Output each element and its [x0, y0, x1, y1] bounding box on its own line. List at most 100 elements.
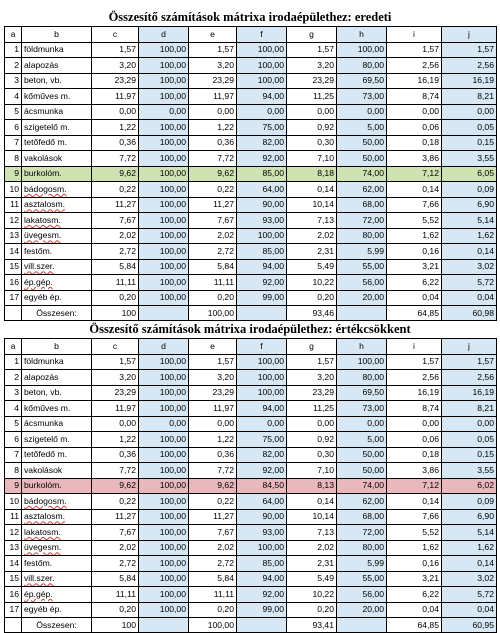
value-cell-g: 2,31 [286, 243, 337, 260]
value-cell-e: 0,22 [188, 181, 237, 198]
value-cell-j: 8,21 [441, 88, 497, 105]
column-header-e: e [188, 26, 237, 43]
value-cell-d: 0,00 [138, 103, 189, 120]
row-index-cell: 17 [4, 289, 22, 306]
table-row: 12 lakatosm. 7,67 100,00 7,67 93,00 7,13 72,00 5… [4, 212, 497, 229]
item-name-cell: alapozás [21, 57, 92, 74]
value-cell-h: 62,00 [336, 493, 387, 510]
value-cell-j: 1,62 [441, 227, 497, 244]
value-cell-d: 100,00 [138, 57, 189, 74]
value-cell-e: 11,97 [188, 88, 237, 105]
item-name-cell: vill.szer. [21, 258, 92, 275]
value-cell-j: 0,15 [441, 134, 497, 151]
value-cell-j: 2,56 [441, 369, 497, 386]
value-cell-g: 0,14 [286, 181, 337, 198]
item-name-cell: szigetelő m. [21, 431, 92, 448]
table-title-depreciated: Összesítő számítások mátrixa irodaépület… [89, 322, 411, 336]
value-cell-d: 100,00 [138, 601, 189, 618]
row-index-cell: 16 [4, 586, 22, 603]
item-name-cell: beton, vb. [21, 384, 92, 401]
value-cell-g: 10,22 [286, 586, 337, 603]
value-cell-j: 16,19 [441, 384, 497, 401]
value-cell-c: 1,22 [91, 119, 139, 136]
value-cell-d: 100,00 [138, 431, 189, 448]
value-cell-h: 50,00 [336, 462, 387, 479]
value-cell-c: 7,72 [91, 462, 139, 479]
value-cell-c: 0,36 [91, 446, 139, 463]
column-header-j: j [441, 338, 497, 355]
value-cell-j: 0,04 [441, 289, 497, 306]
value-cell-h: 80,00 [336, 57, 387, 74]
value-cell-d: 100,00 [138, 196, 189, 213]
value-cell-h: 73,00 [336, 400, 387, 417]
value-cell-g: 8,18 [286, 165, 337, 182]
value-cell-c: 0,22 [91, 493, 139, 510]
item-name-text: asztalosm. [24, 511, 66, 522]
column-header-i: i [386, 338, 442, 355]
value-cell-i: 7,12 [386, 165, 442, 182]
value-cell-c: 3,20 [91, 57, 139, 74]
value-cell-i: 1,62 [386, 539, 442, 556]
column-header-a: a [4, 338, 22, 355]
column-header-h: h [336, 26, 387, 43]
value-cell-c: 11,11 [91, 586, 139, 603]
value-cell-e: 11,11 [188, 586, 237, 603]
value-cell-h: 56,00 [336, 274, 387, 291]
value-cell-g: 23,29 [286, 384, 337, 401]
row-index-cell: 8 [4, 150, 22, 167]
table-row: 15 vill.szer. 5,84 100,00 5,84 94,00 5,49 55,00… [4, 258, 497, 275]
item-name-cell: festőm. [21, 243, 92, 260]
item-name-cell: ácsmunka [21, 415, 92, 432]
value-cell-g: 2,02 [286, 227, 337, 244]
value-cell-h: 80,00 [336, 539, 387, 556]
value-cell-c: 23,29 [91, 384, 139, 401]
column-header-e: e [188, 338, 237, 355]
value-cell-c: 3,20 [91, 369, 139, 386]
row-index-cell: 2 [4, 57, 22, 74]
value-cell-d: 100,00 [138, 400, 189, 417]
value-cell-h: 5,99 [336, 243, 387, 260]
column-header-b: b [21, 26, 92, 43]
row-index-cell: 6 [4, 431, 22, 448]
value-cell-i: 8,74 [386, 88, 442, 105]
value-cell-g: 0,30 [286, 134, 337, 151]
value-cell-c: 5,84 [91, 570, 139, 587]
value-cell-d: 100,00 [138, 524, 189, 541]
value-cell-c: 0,00 [91, 103, 139, 120]
value-cell-j: 1,62 [441, 539, 497, 556]
value-cell-j: 3,55 [441, 150, 497, 167]
total-value-j: 60,95 [441, 617, 497, 633]
total-empty-cell [336, 305, 387, 321]
item-name-cell: bádogosm. [21, 493, 92, 510]
table-row: 14 festőm. 2,72 100,00 2,72 85,00 2,31 5,99 0,16… [4, 243, 497, 260]
item-name-cell: lakatosm. [21, 212, 92, 229]
row-index-cell: 8 [4, 462, 22, 479]
value-cell-f: 100,00 [236, 41, 287, 58]
value-cell-g: 5,49 [286, 570, 337, 587]
value-cell-i: 7,66 [386, 508, 442, 525]
table-title-original: Összesítő számítások mátrixa irodaépület… [108, 10, 392, 24]
value-cell-c: 2,02 [91, 539, 139, 556]
table-row: 1 földmunka 1,57 100,00 1,57 100,00 1,57 100,00… [4, 41, 497, 58]
value-cell-j: 1,57 [441, 353, 497, 370]
table-block-original: Összesítő számítások mátrixa irodaépület… [4, 8, 497, 321]
value-cell-j: 6,05 [441, 165, 497, 182]
table-row: 4 kőműves m. 11,97 100,00 11,97 94,00 11,25 73,… [4, 400, 497, 417]
item-name-text: vill.szer. [24, 261, 55, 272]
item-name-cell: burkolóm. [21, 165, 92, 182]
total-label: Összesen: [21, 617, 92, 633]
value-cell-i: 2,56 [386, 369, 442, 386]
value-cell-i: 3,21 [386, 258, 442, 275]
value-cell-d: 100,00 [138, 243, 189, 260]
total-value-g: 93,41 [286, 617, 337, 633]
value-cell-c: 2,02 [91, 227, 139, 244]
table-row: 5 ácsmunka 0,00 0,00 0,00 0,00 0,00 0,00 0,00 0,0… [4, 103, 497, 120]
item-name-text: ép.gép. [24, 588, 53, 599]
value-cell-c: 2,72 [91, 243, 139, 260]
value-cell-e: 0,36 [188, 134, 237, 151]
value-cell-c: 11,11 [91, 274, 139, 291]
row-index-cell: 15 [4, 258, 22, 275]
value-cell-j: 0,00 [441, 415, 497, 432]
value-cell-i: 0,04 [386, 601, 442, 618]
value-cell-g: 0,20 [286, 289, 337, 306]
